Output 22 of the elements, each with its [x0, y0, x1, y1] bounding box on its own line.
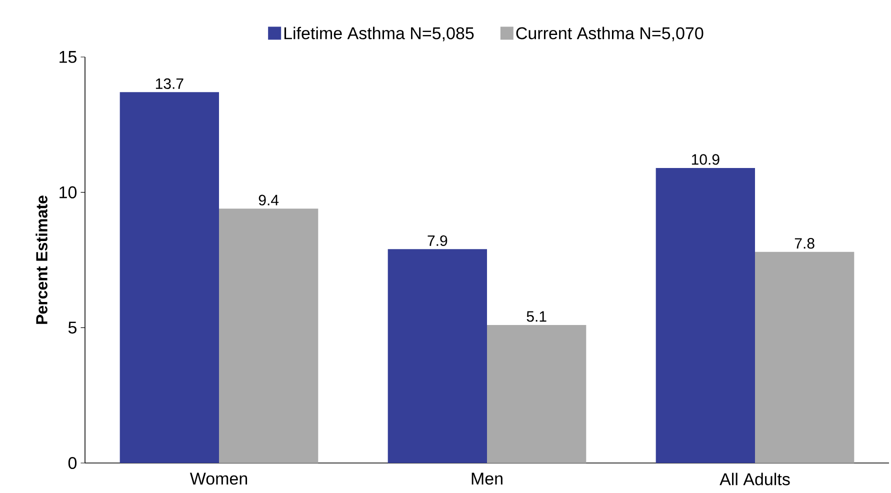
data-label: 7.8 [794, 238, 814, 249]
bar [388, 249, 488, 463]
legend-label: Current Asthma N=5,070 [516, 26, 704, 42]
x-tick-label: Women [190, 472, 248, 485]
bar [219, 208, 318, 463]
x-tick-label: Men [472, 472, 502, 485]
x-tick-label: All Adults [720, 472, 790, 486]
y-tick-label: 0 [68, 456, 77, 470]
bar [656, 168, 756, 463]
data-label: 9.4 [258, 194, 279, 206]
data-label: 5.1 [526, 311, 546, 322]
y-tick-label: 15 [60, 51, 76, 63]
bar [120, 92, 220, 463]
y-tick-label: 10 [60, 186, 77, 198]
legend-label: Lifetime Asthma N=5,085 [284, 26, 474, 42]
y-tick-label: 5 [68, 322, 76, 334]
y-axis-title: Percent Estimate [36, 196, 48, 324]
data-label: 10.9 [692, 154, 720, 165]
data-label: 7.9 [428, 235, 448, 246]
bar [755, 252, 854, 463]
bar [487, 324, 586, 463]
data-label: 13.7 [156, 78, 184, 89]
